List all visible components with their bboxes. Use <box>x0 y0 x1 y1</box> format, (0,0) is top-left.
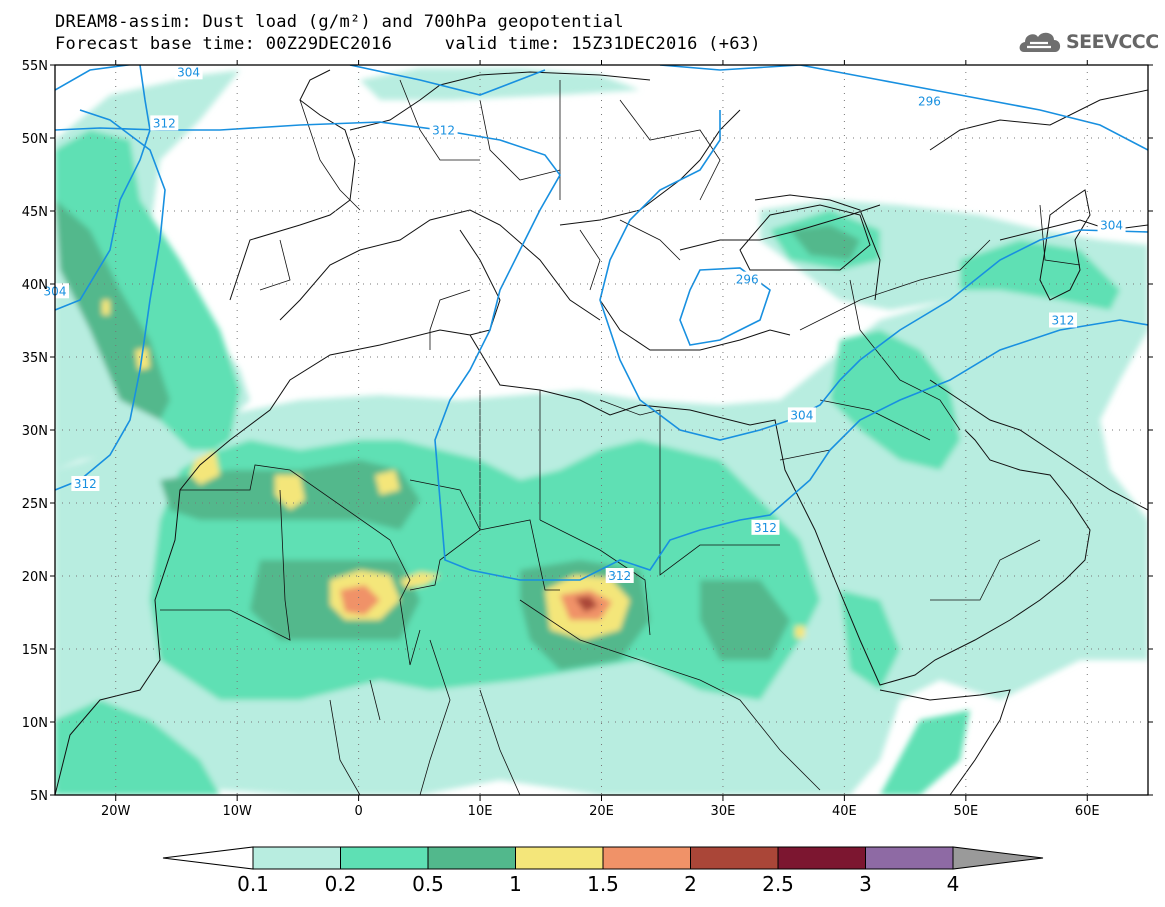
contour-label: 312 <box>608 569 631 583</box>
colorbar-low-extend <box>162 846 254 870</box>
dust-field <box>55 65 1148 795</box>
map-title: DREAM8-assim: Dust load (g/m²) and 700hP… <box>55 12 624 32</box>
colorbar-swatch <box>427 846 516 870</box>
contour-label-bg <box>787 407 816 423</box>
dust-area-8 <box>55 700 220 795</box>
contour-label: 312 <box>153 116 176 130</box>
dust-area-24 <box>795 626 805 638</box>
colorbar-swatch <box>690 846 779 870</box>
logo-text: SEEVCCC <box>1066 31 1159 53</box>
contour-label: 312 <box>1052 314 1075 328</box>
colorbar-swatch <box>777 846 866 870</box>
lat-tick-label: 15N <box>22 643 48 658</box>
dust-area-23 <box>135 348 150 370</box>
contour-label: 296 <box>736 273 759 287</box>
graticule <box>55 65 1148 795</box>
contour-label-bg <box>1048 312 1077 328</box>
latitude-axis: 55N 50N 45N 40N 35N 30N 25N 20N 15N 10N 5N <box>22 59 1153 804</box>
colorbar-high-extend <box>952 846 1044 870</box>
dust-area-5 <box>830 330 960 470</box>
dust-area-25 <box>102 300 110 315</box>
dust-area-9 <box>840 590 900 690</box>
forecast-time-line: Forecast base time: 00Z29DEC2016 valid t… <box>55 34 761 54</box>
lon-tick-label: 20W <box>101 804 131 819</box>
dust-area-20 <box>190 450 220 485</box>
contour-label: 312 <box>74 477 97 491</box>
colorbar-tick-label: 0.5 <box>412 872 444 896</box>
lat-tick-label: 40N <box>22 278 48 293</box>
lat-tick-label: 35N <box>22 351 48 366</box>
contour-label-bg <box>751 519 780 535</box>
colorbar-swatch <box>252 846 341 870</box>
colorbar-tick-label: 3 <box>859 872 872 896</box>
dust-area-7 <box>960 240 1120 310</box>
lon-tick-label: 40E <box>832 804 857 819</box>
colorbar-swatch <box>602 846 691 870</box>
contour-label-bg <box>150 115 179 131</box>
colorbar-tick-label: 2 <box>684 872 697 896</box>
seevccc-logo: SEEVCCC <box>1018 26 1159 58</box>
lon-tick-label: 0 <box>354 804 362 819</box>
dust-load-colorbar: 0.1 0.2 0.5 1 1.5 2 2.5 3 4 <box>162 846 1044 896</box>
colorbar-tick-label: 1.5 <box>587 872 619 896</box>
colorbar-swatch <box>865 846 954 870</box>
contour-label: 304 <box>1100 219 1123 233</box>
contour-label-bg <box>174 64 203 80</box>
lat-tick-label: 30N <box>22 424 48 439</box>
contour-label: 304 <box>177 65 200 79</box>
lon-tick-label: 20E <box>589 804 614 819</box>
lat-tick-label: 50N <box>22 132 48 147</box>
contour-label: 296 <box>918 95 941 109</box>
dust-area-16 <box>790 225 860 260</box>
contour-label-bg <box>71 476 100 492</box>
dust-area-26 <box>340 585 380 615</box>
contour-label-bg <box>733 271 762 287</box>
dust-area-10 <box>880 710 970 795</box>
lat-tick-label: 45N <box>22 205 48 220</box>
lon-tick-label: 30E <box>711 804 736 819</box>
lon-tick-label: 60E <box>1075 804 1100 819</box>
dust-area-22 <box>375 470 400 495</box>
colorbar-swatch <box>515 846 604 870</box>
longitude-axis: 20W 10W 0 10E 20E 30E 40E 50E 60E <box>101 60 1100 819</box>
lon-tick-label: 10E <box>468 804 493 819</box>
dust-area-28 <box>575 596 598 612</box>
lat-tick-label: 55N <box>22 59 48 74</box>
contour-label-bg <box>429 122 458 138</box>
contour-label: 312 <box>754 521 777 535</box>
cloud-icon <box>1019 32 1061 52</box>
lat-tick-label: 20N <box>22 570 48 585</box>
country-borders <box>160 79 1081 795</box>
contour-label-bg <box>1097 217 1126 233</box>
dust-area-4 <box>55 130 820 700</box>
lon-tick-label: 10W <box>222 804 252 819</box>
lat-tick-label: 5N <box>30 789 48 804</box>
dust-area-19 <box>400 572 440 588</box>
lat-tick-label: 25N <box>22 497 48 512</box>
colorbar-tick-label: 2.5 <box>762 872 794 896</box>
lon-tick-label: 50E <box>953 804 978 819</box>
contour-label-bg <box>915 93 944 109</box>
colorbar-tick-label: 0.1 <box>237 872 269 896</box>
contour-label: 312 <box>432 124 455 138</box>
colorbar-swatch <box>340 846 429 870</box>
dust-area-21 <box>275 475 305 510</box>
colorbar-tick-label: 4 <box>947 872 960 896</box>
contour-label-bg <box>605 568 634 583</box>
colorbar-tick-label: 1 <box>509 872 522 896</box>
lat-tick-label: 10N <box>22 716 48 731</box>
contour-label: 304 <box>790 408 813 422</box>
colorbar-tick-label: 0.2 <box>325 872 357 896</box>
